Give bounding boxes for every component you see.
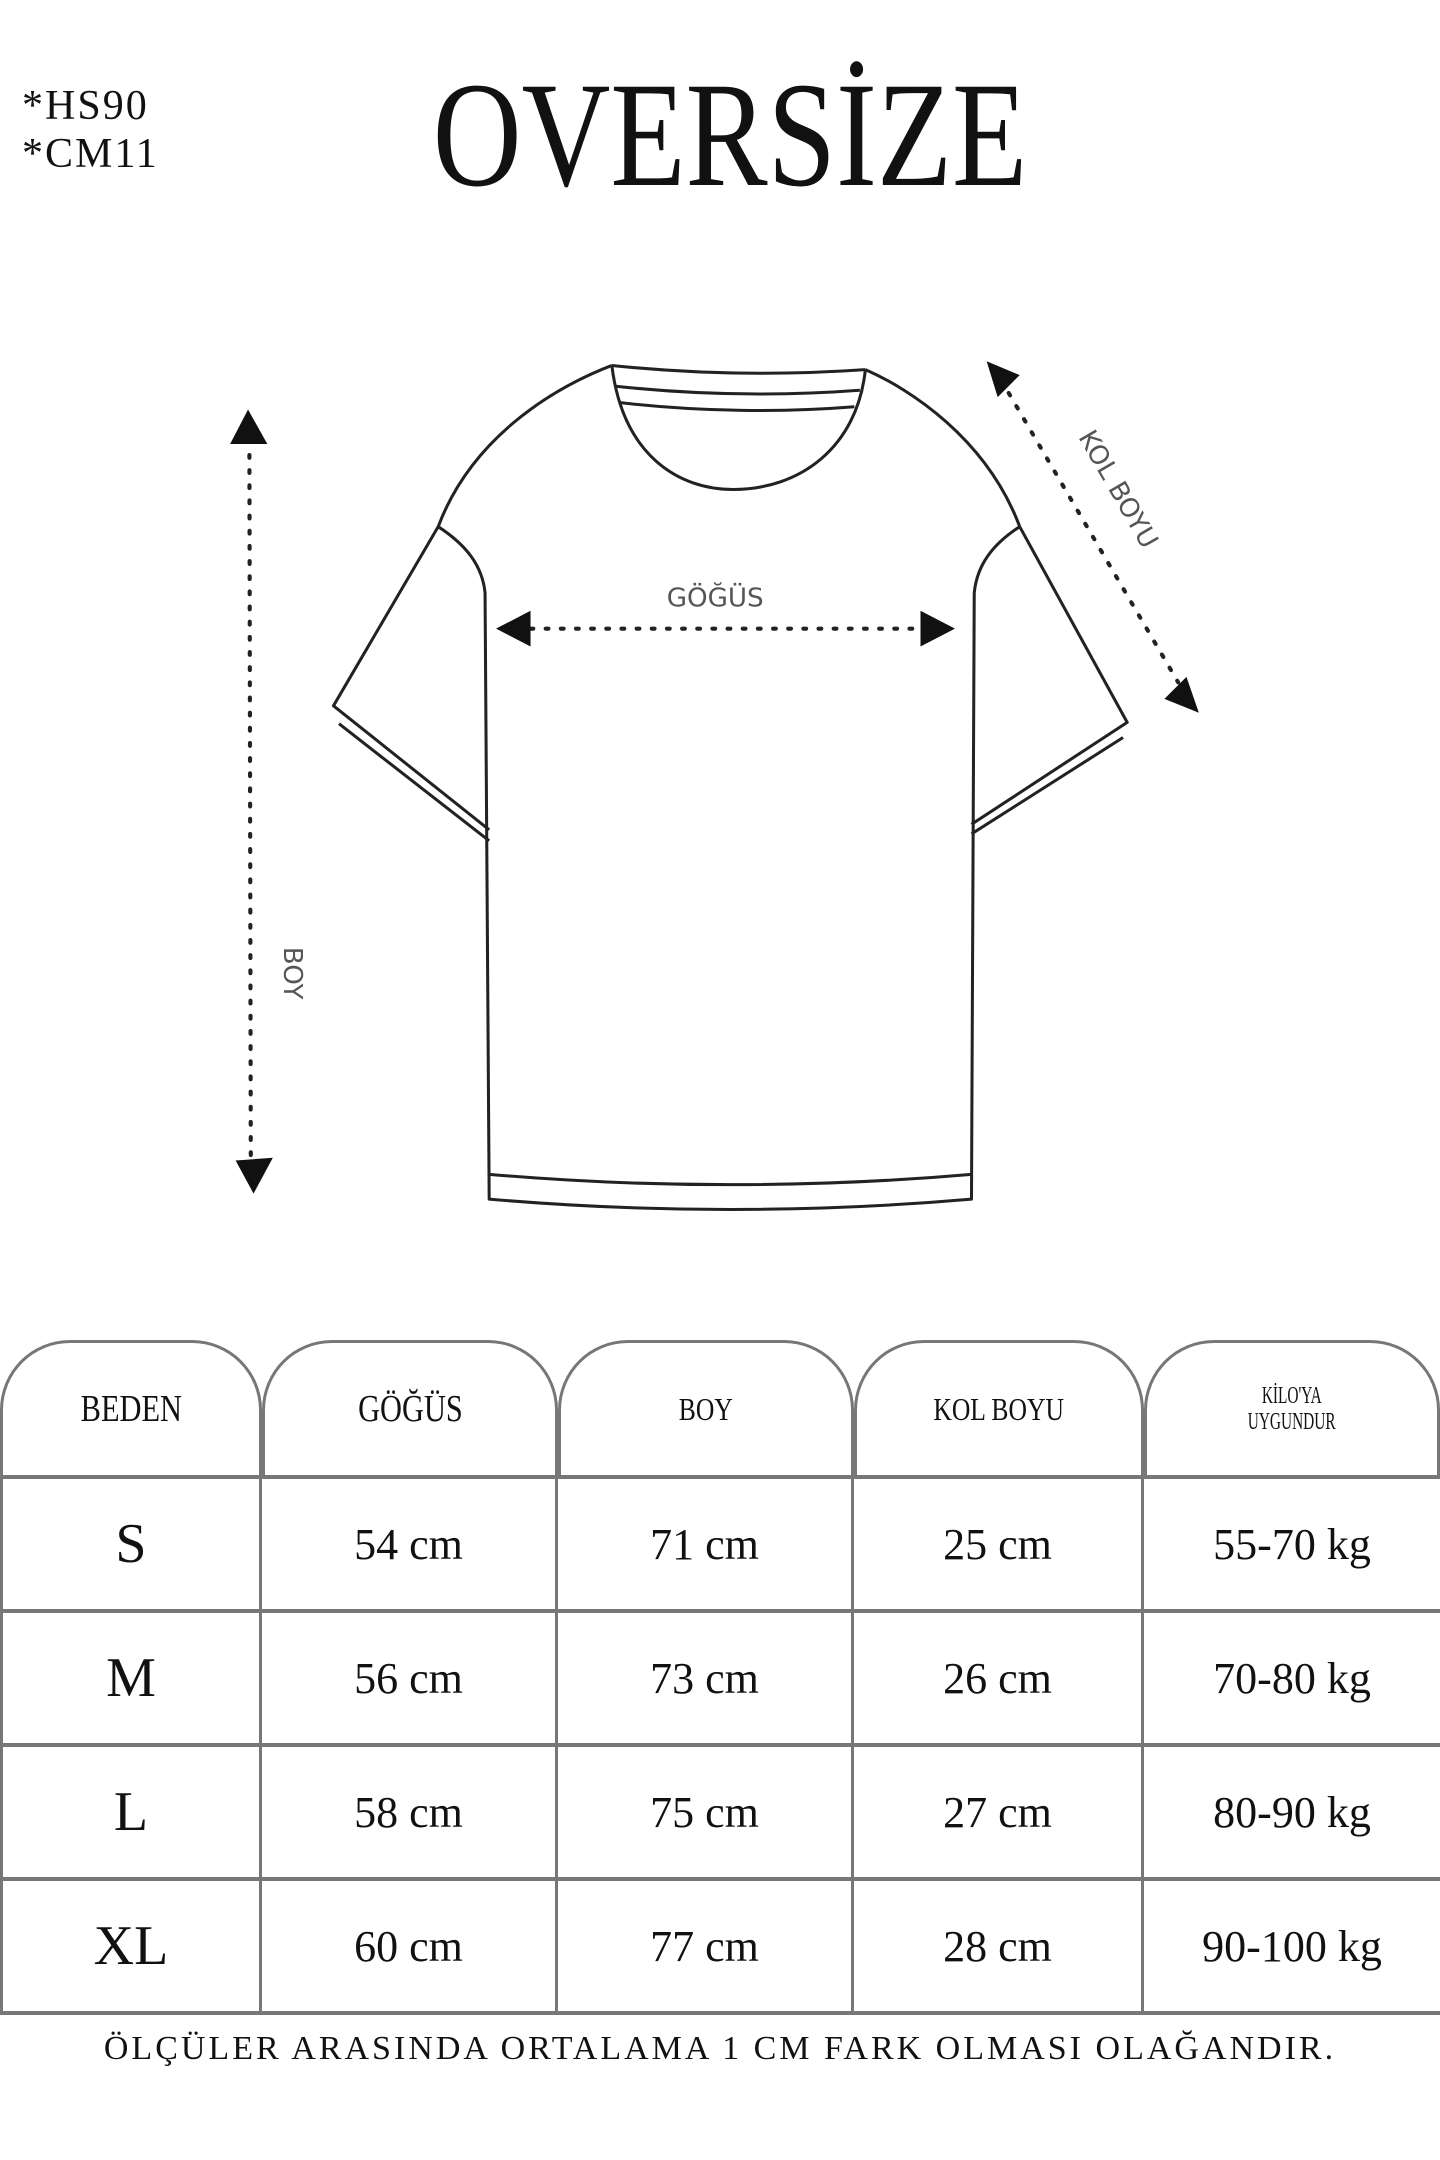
- code-1: *HS90: [22, 83, 149, 129]
- hem-line: [489, 1172, 972, 1187]
- table-row: L 58 cm 75 cm 27 cm 80-90 kg: [0, 1743, 1440, 1877]
- header-boy: BOY: [558, 1340, 854, 1475]
- cell-weight: 70-80 kg: [1213, 1653, 1371, 1703]
- cell-length: 75 cm: [558, 1747, 854, 1877]
- cell-size: L: [0, 1747, 262, 1877]
- header-beden: BEDEN: [0, 1340, 262, 1475]
- cell-weight: 80-90 kg: [1213, 1787, 1371, 1837]
- length-measure-line: [247, 452, 253, 1160]
- cell-size: S: [0, 1479, 262, 1609]
- arrow-down-icon: [235, 1157, 273, 1194]
- page-title: OVERSİZE: [432, 52, 1028, 218]
- length-label: BOY: [277, 947, 307, 1001]
- cell-sleeve: 26 cm: [854, 1613, 1144, 1743]
- arrow-downright-icon: [1164, 676, 1199, 713]
- cell-weight: 55-70 kg: [1213, 1519, 1371, 1569]
- arrow-up-icon: [230, 409, 268, 444]
- cell-size: M: [0, 1613, 262, 1743]
- size-table: BEDEN GÖĞÜS BOY KOL BOYU KİLO'YA UYGUNDUR…: [0, 1340, 1440, 2015]
- header-kol-boyu: KOL BOYU: [854, 1340, 1144, 1475]
- cell-sleeve: 27 cm: [854, 1747, 1144, 1877]
- cell-length: 73 cm: [558, 1613, 854, 1743]
- arrow-right-icon: [920, 610, 955, 647]
- cell-sleeve: 25 cm: [854, 1479, 1144, 1609]
- table-header: BEDEN GÖĞÜS BOY KOL BOYU KİLO'YA UYGUNDUR: [0, 1340, 1440, 1475]
- table-row: M 56 cm 73 cm 26 cm 70-80 kg: [0, 1609, 1440, 1743]
- header-gogus: GÖĞÜS: [262, 1340, 558, 1475]
- cell-size: XL: [0, 1881, 262, 2011]
- sleeve-measure-line: [1006, 390, 1181, 685]
- tshirt-diagram: GÖĞÜS BOY KOL BOYU: [230, 361, 1199, 1211]
- cell-length: 77 cm: [558, 1881, 854, 2011]
- cell-chest: 58 cm: [262, 1747, 558, 1877]
- table-row: S 54 cm 71 cm 25 cm 55-70 kg: [0, 1475, 1440, 1609]
- collar-inner: [611, 363, 866, 413]
- arrow-upleft-icon: [986, 361, 1020, 398]
- cell-weight: 90-100 kg: [1202, 1921, 1382, 1971]
- cell-chest: 60 cm: [262, 1881, 558, 2011]
- right-cuff: [970, 736, 1124, 836]
- cell-length: 71 cm: [558, 1479, 854, 1609]
- table-row: XL 60 cm 77 cm 28 cm 90-100 kg: [0, 1877, 1440, 2015]
- product-codes: *HS90 *CM11: [22, 82, 159, 178]
- shirt-outline: [331, 364, 1129, 1211]
- left-cuff: [338, 722, 491, 843]
- collar-outer: [610, 365, 867, 491]
- code-2: *CM11: [22, 131, 159, 177]
- footer-note: ÖLÇÜLER ARASINDA ORTALAMA 1 CM FARK OLMA…: [103, 2030, 1337, 2067]
- arrow-left-icon: [496, 610, 531, 647]
- cell-chest: 54 cm: [262, 1479, 558, 1609]
- header-kilo: KİLO'YA UYGUNDUR: [1144, 1340, 1440, 1475]
- cell-chest: 56 cm: [262, 1613, 558, 1743]
- chest-label: GÖĞÜS: [667, 582, 764, 614]
- cell-sleeve: 28 cm: [854, 1881, 1144, 2011]
- sleeve-label: KOL BOYU: [1072, 425, 1164, 553]
